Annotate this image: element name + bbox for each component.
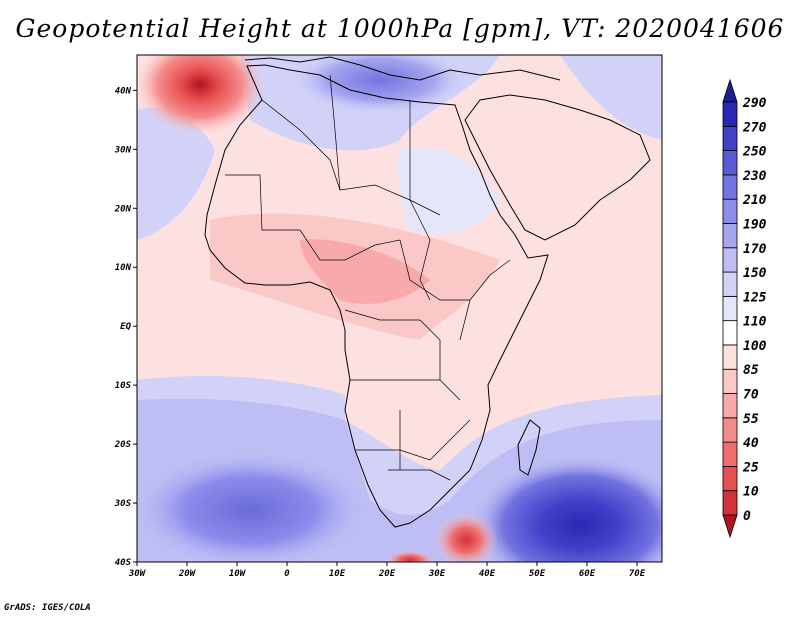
high-south-atlantic bbox=[137, 450, 370, 562]
colorbar-label: 290 bbox=[742, 96, 767, 111]
colorbar-swatch bbox=[722, 441, 738, 467]
y-tick-label: 30N bbox=[114, 145, 132, 155]
field-north-atlantic bbox=[137, 107, 215, 240]
colorbar-swatch bbox=[722, 198, 738, 224]
colorbar-swatch bbox=[722, 368, 738, 394]
colorbar-label: 150 bbox=[743, 266, 767, 281]
x-axis: 30W 20W 10W 0 10E 20E 30E 40E 50E 60E 70E bbox=[128, 562, 646, 579]
x-tick-label: 70E bbox=[629, 569, 646, 579]
colorbar-swatch bbox=[722, 271, 738, 297]
colorbar-label: 250 bbox=[742, 145, 767, 160]
colorbar-label: 210 bbox=[742, 193, 767, 208]
y-tick-label: 10N bbox=[115, 263, 132, 273]
arabia-coastline bbox=[464, 94, 651, 241]
y-tick-label: 40S bbox=[115, 558, 132, 568]
colorbar-label: 10 bbox=[743, 485, 759, 500]
x-tick-label: 30E bbox=[428, 569, 446, 579]
country-borders bbox=[225, 74, 511, 481]
y-tick-label: 10S bbox=[115, 381, 132, 391]
x-tick-label: 50E bbox=[529, 569, 546, 579]
map-frame bbox=[136, 54, 663, 563]
colorbar-lower-triangle bbox=[722, 514, 738, 539]
colorbar-label: 85 bbox=[743, 363, 759, 378]
colorbar-swatch bbox=[722, 150, 738, 176]
low-south bbox=[434, 512, 498, 562]
colorbar-label: 230 bbox=[742, 169, 767, 184]
x-tick-label: 0 bbox=[284, 569, 290, 579]
high-mediterranean bbox=[290, 55, 470, 115]
colorbar-swatch bbox=[722, 417, 738, 443]
geopotential-field bbox=[137, 55, 662, 562]
colorbar-label: 25 bbox=[742, 460, 759, 475]
colorbar-swatch bbox=[722, 320, 738, 346]
colorbar-swatch bbox=[722, 393, 738, 419]
y-axis: 40S 30S 20S 10S EQ 10N 20N 30N 40N bbox=[114, 86, 137, 568]
colorbar-label: 100 bbox=[743, 339, 767, 354]
field-northeast-africa bbox=[398, 147, 500, 234]
x-tick-label: 10E bbox=[329, 569, 346, 579]
low-northwest bbox=[137, 55, 265, 135]
madagascar-coastline bbox=[517, 419, 541, 476]
colorbar-swatch bbox=[722, 125, 738, 151]
africa-coastline bbox=[204, 64, 549, 528]
field-warm-core bbox=[300, 239, 430, 304]
low-south-edge bbox=[385, 550, 435, 562]
colorbar-label: 270 bbox=[742, 120, 767, 135]
y-tick-label: 30S bbox=[114, 499, 132, 509]
colorbar-label: 110 bbox=[743, 315, 767, 330]
x-tick-label: 20W bbox=[178, 569, 197, 579]
colorbar-swatch bbox=[722, 295, 738, 322]
colorbar-label: 40 bbox=[743, 436, 759, 451]
europe-coastline bbox=[244, 56, 561, 81]
x-tick-label: 40E bbox=[479, 569, 496, 579]
grads-credit: GrADS: IGES/COLA bbox=[4, 603, 91, 613]
colorbar-swatch bbox=[722, 223, 738, 249]
colorbar-swatch bbox=[722, 247, 738, 273]
colorbar-swatch bbox=[722, 490, 738, 516]
y-tick-label: 20N bbox=[114, 204, 132, 214]
colorbar-label: 125 bbox=[743, 290, 767, 305]
colorbar-label: 70 bbox=[743, 388, 759, 403]
colorbar: 0 10 25 40 55 70 85 100 110 125 150 170 190 210 230 250… bbox=[722, 78, 767, 539]
x-tick-label: 20E bbox=[378, 569, 396, 579]
high-south-indian bbox=[470, 455, 662, 562]
colorbar-swatch bbox=[722, 101, 738, 127]
field-northeast bbox=[560, 55, 662, 140]
map-title: Geopotential Height at 1000hPa [gpm], VT… bbox=[15, 14, 785, 43]
colorbar-swatch bbox=[722, 466, 738, 492]
x-tick-label: 60E bbox=[579, 569, 596, 579]
y-tick-label: 40N bbox=[115, 86, 132, 96]
colorbar-label: 170 bbox=[743, 242, 767, 257]
colorbar-label: 0 bbox=[743, 509, 751, 524]
y-tick-label: EQ bbox=[120, 322, 131, 332]
x-tick-label: 30W bbox=[128, 569, 147, 579]
colorbar-upper-triangle bbox=[722, 78, 738, 103]
colorbar-swatch bbox=[722, 174, 738, 200]
x-tick-label: 10W bbox=[229, 569, 247, 579]
colorbar-label: 55 bbox=[743, 412, 759, 427]
colorbar-label: 190 bbox=[743, 217, 767, 232]
y-tick-label: 20S bbox=[114, 440, 132, 450]
colorbar-swatch bbox=[722, 344, 738, 370]
